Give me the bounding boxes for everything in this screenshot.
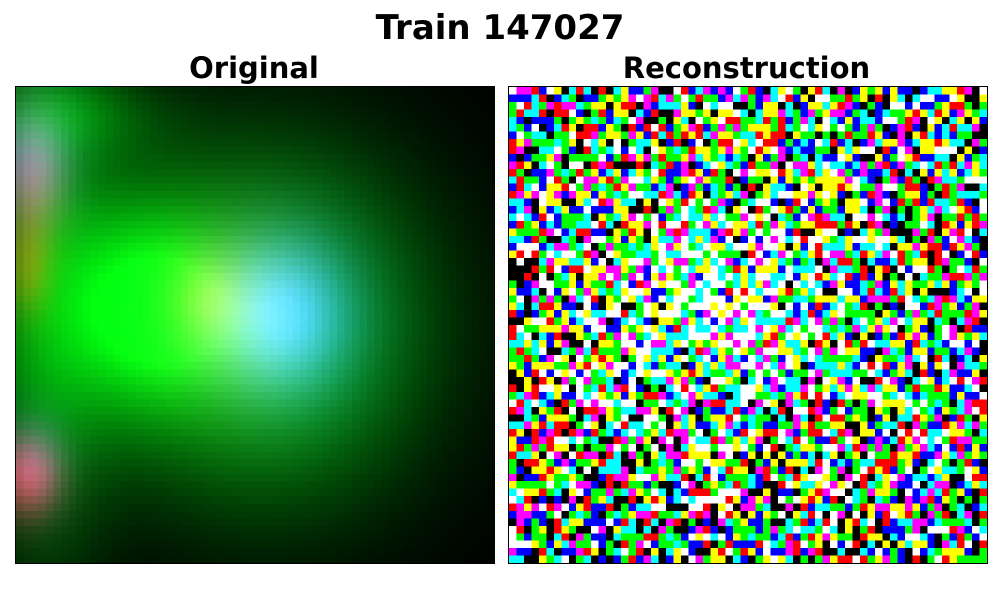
figure-title: Train 147027 — [375, 8, 625, 48]
reconstruction-panel-title: Reconstruction — [622, 51, 871, 85]
original-cell-image — [16, 87, 494, 563]
original-image-panel — [15, 86, 495, 564]
original-panel-title: Original — [189, 51, 319, 85]
reconstruction-noise-image — [509, 87, 987, 563]
reconstruction-image-panel — [508, 86, 988, 564]
